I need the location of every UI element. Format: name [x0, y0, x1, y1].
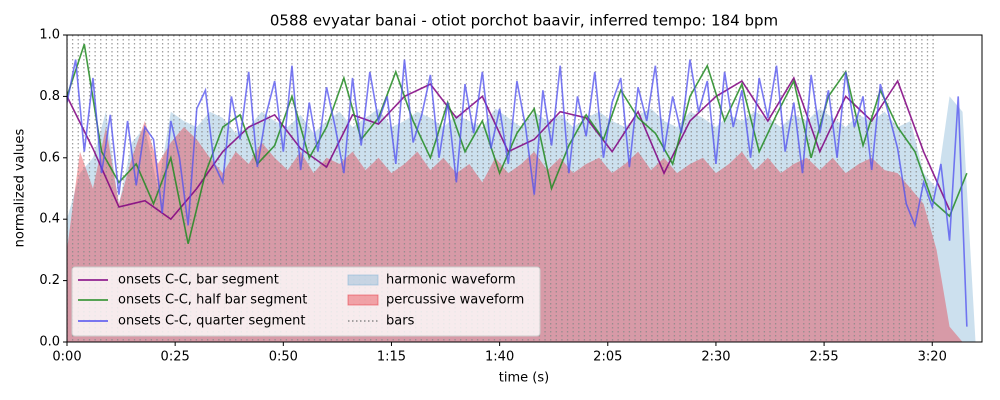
legend-label: bars: [386, 314, 415, 329]
chart-title: 0588 evyatar banai - otiot porchot baavi…: [270, 12, 778, 30]
x-tick-label: 2:30: [701, 350, 730, 365]
legend-box: [71, 266, 541, 337]
legend-swatch: [347, 294, 379, 306]
y-tick-label: 0.0: [39, 335, 60, 350]
x-tick-label: 0:25: [161, 350, 190, 365]
y-tick-label: 1.0: [39, 28, 60, 43]
y-tick-label: 0.8: [39, 89, 60, 104]
legend-label: onsets C-C, bar segment: [118, 273, 279, 288]
x-axis-label: time (s): [499, 371, 549, 386]
x-tick-label: 2:05: [593, 350, 622, 365]
x-tick-label: 1:15: [377, 350, 406, 365]
x-tick-label: 0:50: [269, 350, 298, 365]
axes-frame: [66, 34, 983, 343]
x-tick-label: 0:00: [52, 350, 81, 365]
x-tick-label: 2:55: [809, 350, 838, 365]
plot-area: 0:00 0:25 0:50 1:15 1:40 2:05 2:30 2:55 3:20 0.0 0…: [39, 28, 983, 365]
legend-label: onsets C-C, quarter segment: [118, 314, 305, 329]
legend-swatch: [347, 274, 379, 286]
y-tick-label: 0.2: [39, 273, 60, 288]
series-line: [67, 43, 968, 244]
y-tick-label: 0.4: [39, 212, 60, 227]
legend-label: percussive waveform: [386, 293, 524, 308]
legend-label: harmonic waveform: [386, 273, 516, 288]
y-axis-label: normalized values: [13, 128, 28, 247]
x-tick-label: 3:20: [918, 350, 947, 365]
legend: onsets C-C, bar segment onsets C-C, half …: [71, 266, 541, 337]
y-tick-label: 0.6: [39, 150, 60, 165]
series-line: [67, 59, 968, 327]
x-tick-label: 1:40: [485, 350, 514, 365]
legend-label: onsets C-C, half bar segment: [118, 293, 307, 308]
